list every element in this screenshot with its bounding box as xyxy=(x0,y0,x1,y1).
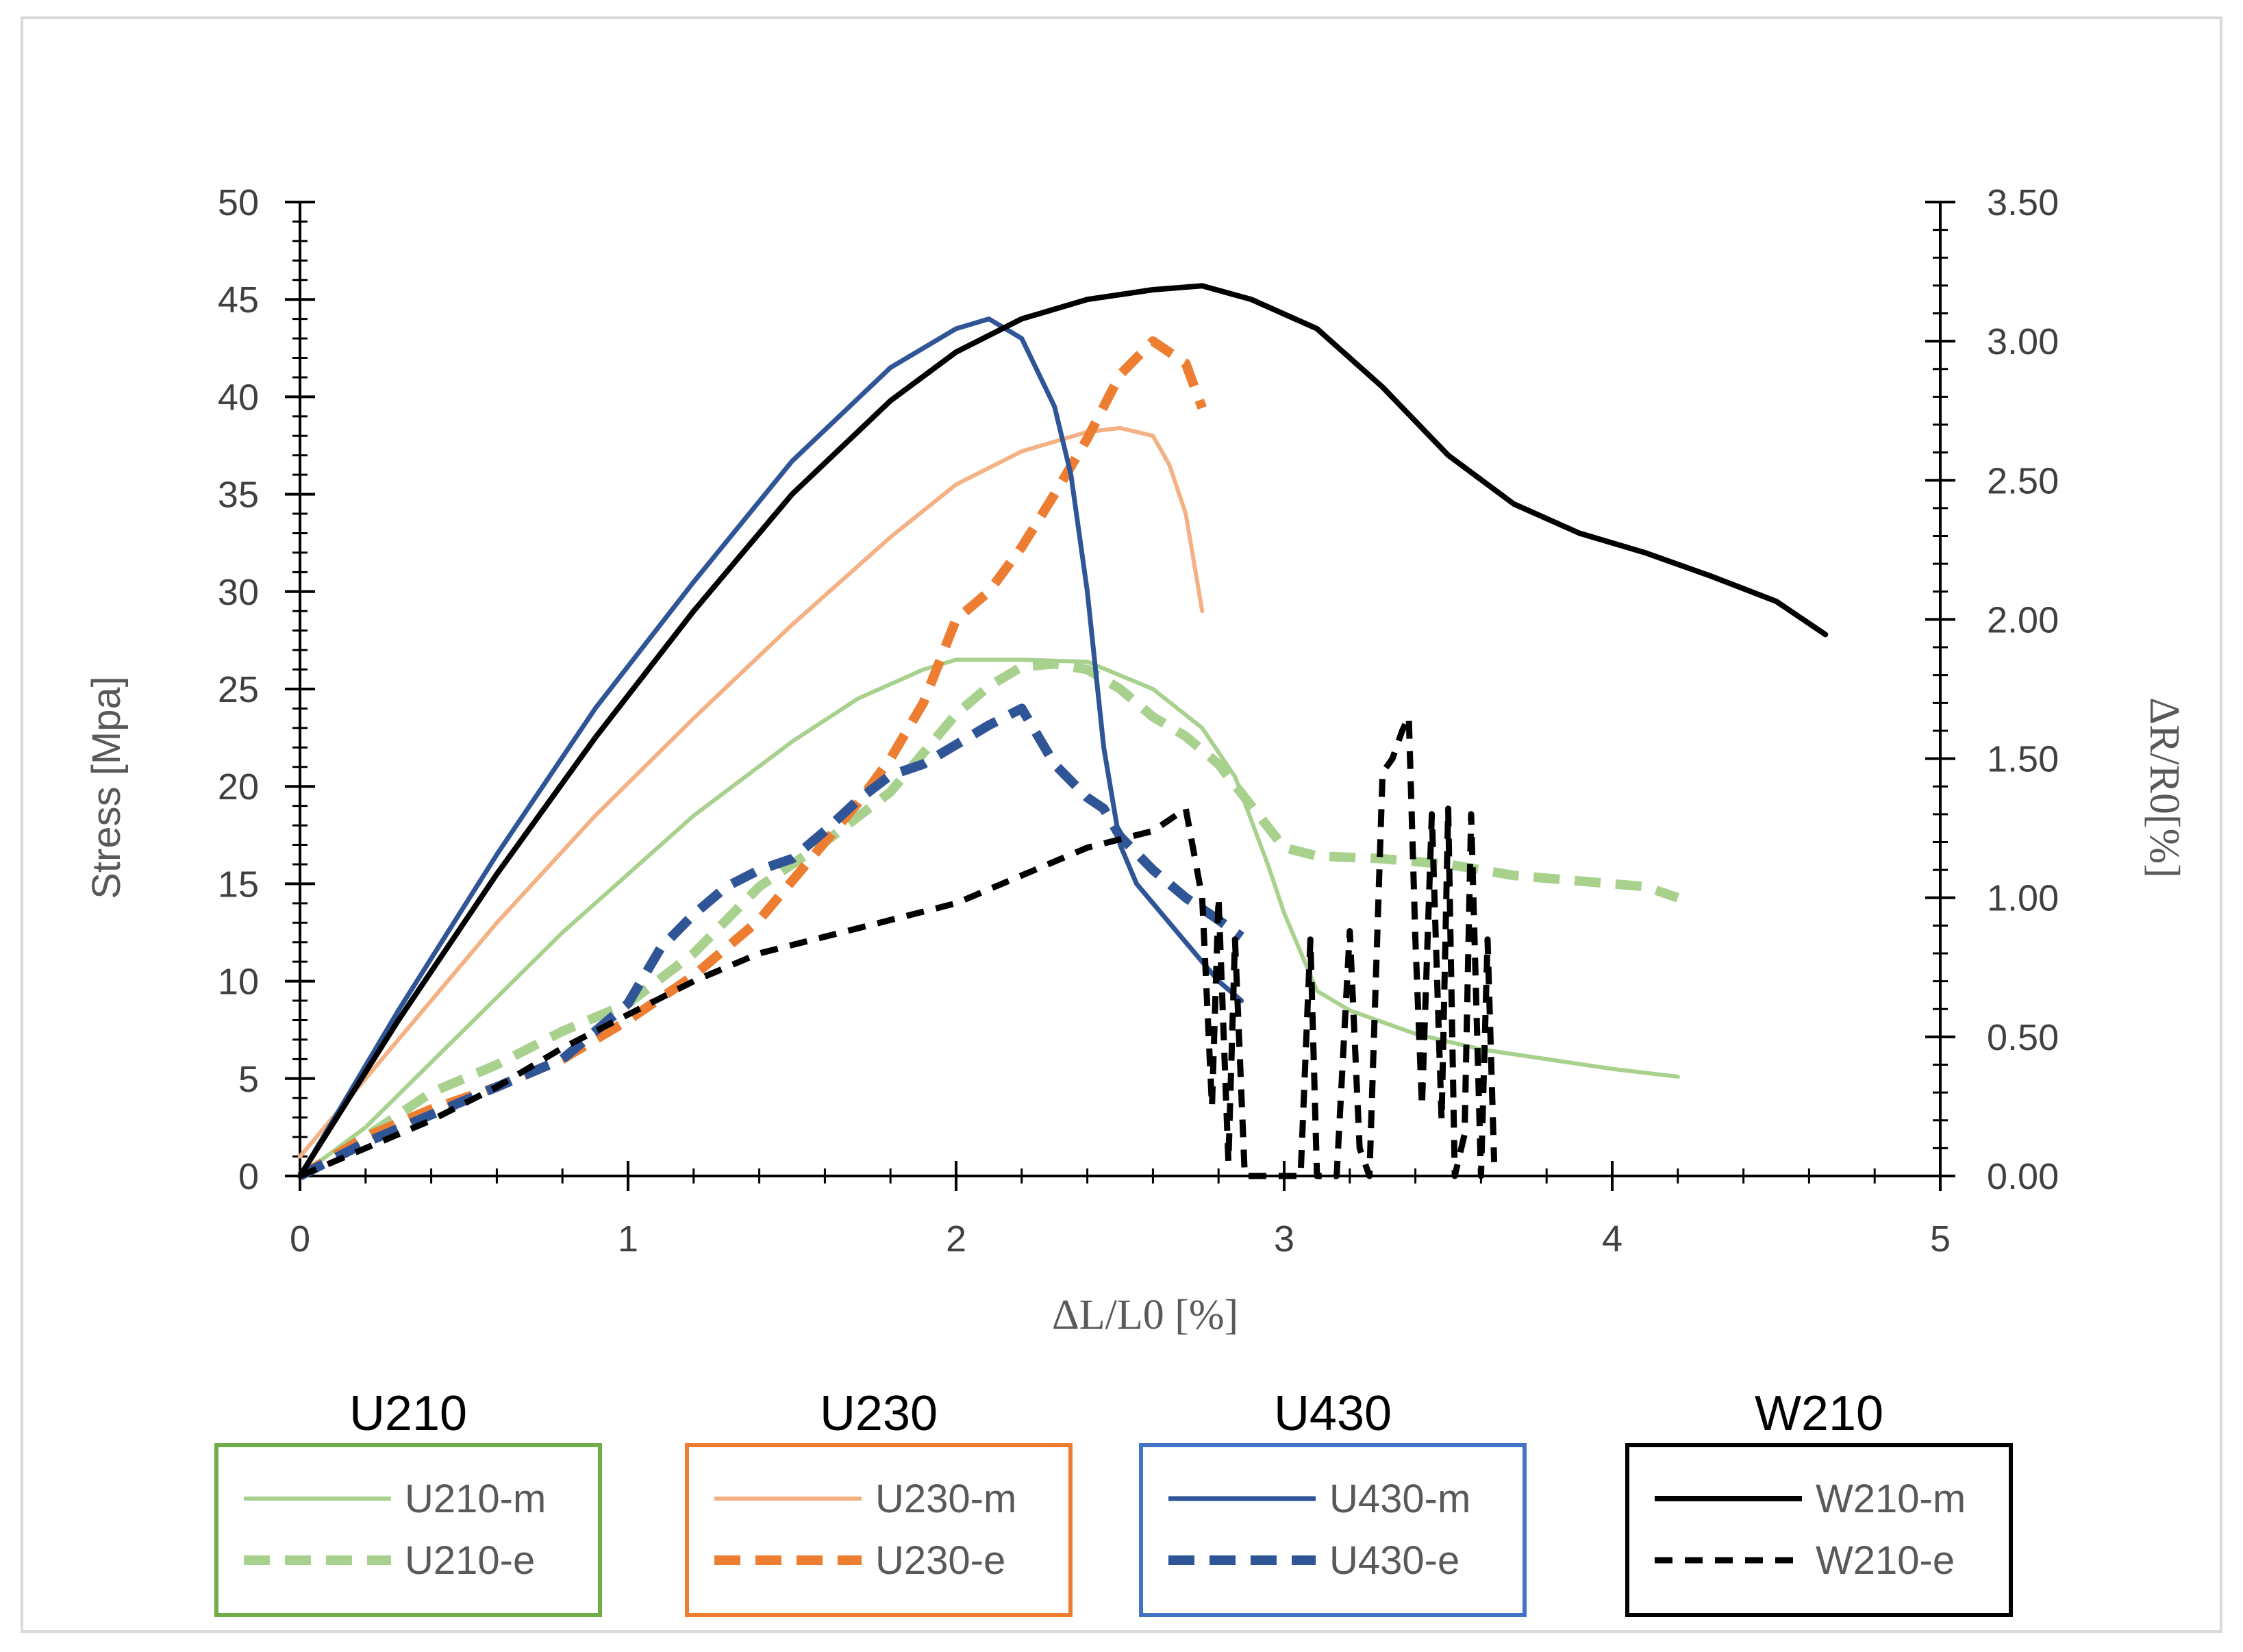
y-tick-label: 20 xyxy=(218,766,259,808)
series-u430-m xyxy=(297,316,1244,1179)
y2-tick-label: 2.50 xyxy=(1987,460,2059,501)
series-u230-m xyxy=(298,425,1205,1159)
legend-box xyxy=(1139,1443,1527,1617)
y-tick-label: 15 xyxy=(218,864,259,905)
legend-entry-label: W210-m xyxy=(1816,1477,1966,1521)
legend-entry-label: U210-m xyxy=(405,1477,546,1521)
x-axis-title: ΔL/L0 [%] xyxy=(1052,1292,1238,1338)
x-tick-label: 3 xyxy=(1274,1218,1294,1260)
y2-tick-label: 0.50 xyxy=(1987,1017,2059,1058)
y-tick-label: 50 xyxy=(218,182,259,223)
y2-tick-label: 2.00 xyxy=(1987,599,2059,640)
legend-group-title: W210 xyxy=(1755,1386,1883,1441)
legend-entry-label: U430-m xyxy=(1329,1477,1470,1521)
y-tick-label: 25 xyxy=(218,669,259,710)
legend-group-title: U230 xyxy=(820,1386,938,1441)
legend-entry-label: U210-e xyxy=(405,1538,535,1583)
y2-tick-label: 1.00 xyxy=(1987,878,2059,919)
series-u210-m xyxy=(298,658,1680,1178)
legend-entry-label: U230-m xyxy=(875,1477,1016,1521)
y-tick-label: 30 xyxy=(218,572,259,613)
legend-group-w210: W210 W210-m W210-e xyxy=(1625,1386,2013,1617)
legend-box xyxy=(685,1443,1073,1617)
chart-frame xyxy=(21,16,2222,1633)
y-tick-label: 0 xyxy=(238,1156,259,1197)
axes: 051015202530354045500.000.501.001.502.00… xyxy=(218,182,2059,1260)
y2-tick-label: 3.50 xyxy=(1987,182,2059,223)
y-tick-label: 5 xyxy=(238,1059,259,1100)
legend-group-u210: U210 U210-m U210-e xyxy=(214,1386,602,1617)
y2-tick-label: 1.50 xyxy=(1987,739,2059,780)
legend-group-u230: U230 U230-m U230-e xyxy=(685,1386,1073,1617)
legend-box xyxy=(214,1443,602,1617)
legend-box xyxy=(1625,1443,2013,1617)
series-layer xyxy=(297,283,1829,1181)
y2-tick-label: 3.00 xyxy=(1987,321,2059,362)
series-u230-e xyxy=(297,336,1207,1181)
y-tick-label: 10 xyxy=(218,962,259,1003)
legend-entry-label: U230-e xyxy=(875,1538,1005,1583)
legend-entry-label: W210-e xyxy=(1816,1538,1955,1583)
series-w210-e xyxy=(299,714,1498,1179)
legend-group-title: U430 xyxy=(1274,1386,1392,1441)
legend-entry-label: U430-e xyxy=(1329,1538,1459,1583)
series-w210-m xyxy=(297,283,1829,1179)
y-axis-title: Stress [Mpa] xyxy=(84,676,129,899)
legend-group-u430: U430 U430-m U430-e xyxy=(1139,1386,1527,1617)
series-u210-e xyxy=(297,659,1680,1181)
legend: U210U210-mU210-eU230U230-mU230-eU430U430… xyxy=(214,1386,2013,1617)
x-tick-label: 2 xyxy=(946,1218,966,1260)
y2-axis-title: ΔR/R0[%] xyxy=(2141,697,2188,878)
x-tick-label: 5 xyxy=(1930,1218,1951,1260)
y-tick-label: 45 xyxy=(218,279,259,321)
y-tick-label: 35 xyxy=(218,475,259,516)
x-tick-label: 0 xyxy=(290,1218,310,1260)
y2-tick-label: 0.00 xyxy=(1987,1156,2059,1197)
legend-group-title: U210 xyxy=(349,1386,467,1441)
x-tick-label: 4 xyxy=(1602,1218,1622,1260)
y-tick-label: 40 xyxy=(218,377,259,418)
series-u430-e xyxy=(297,703,1244,1181)
x-tick-label: 1 xyxy=(618,1218,638,1260)
